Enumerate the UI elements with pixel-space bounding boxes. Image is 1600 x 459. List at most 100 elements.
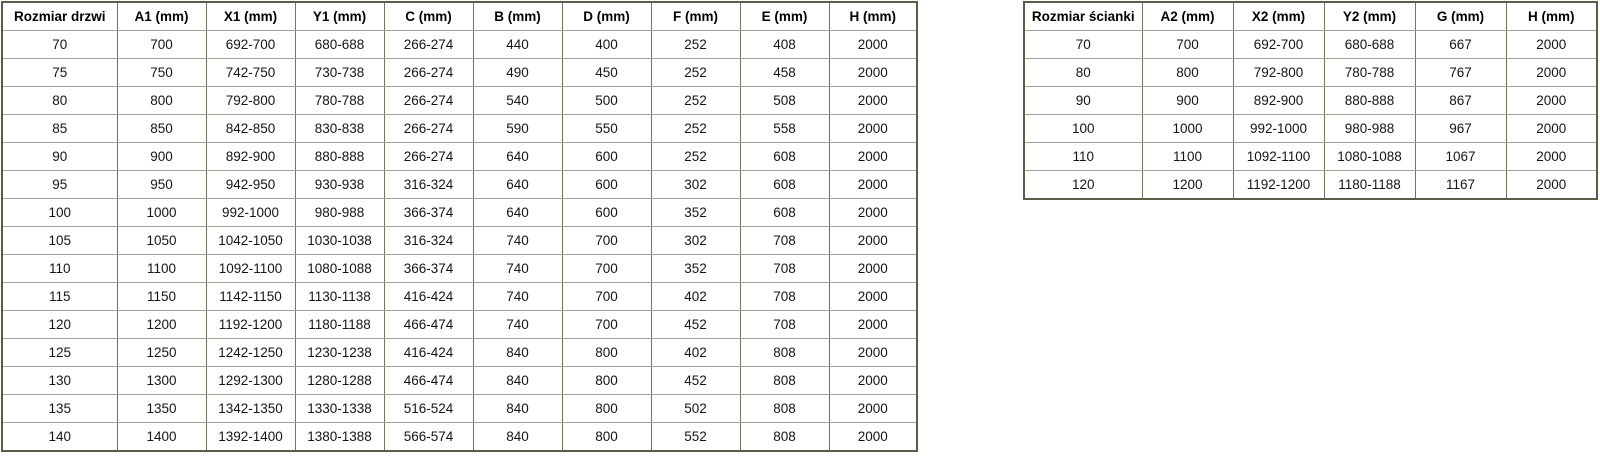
- table-cell: 402: [650, 282, 741, 311]
- table-cell: 640: [472, 142, 563, 171]
- table-cell: 1080-1088: [1323, 142, 1416, 171]
- table-cell: 1100: [1141, 142, 1234, 171]
- door-sizes-table: Rozmiar drzwi A1 (mm) X1 (mm) Y1 (mm) C (mm)…: [1, 1, 918, 452]
- table-cell: 352: [650, 254, 741, 283]
- table-row: 100 1000 992-1000 980-988 366-374 640 600 352 60…: [1, 198, 918, 227]
- table-cell: 502: [650, 394, 741, 423]
- table-cell: 252: [650, 86, 741, 115]
- table-cell: 608: [739, 142, 830, 171]
- table-cell: 740: [472, 282, 563, 311]
- table-cell: 266-274: [383, 142, 474, 171]
- table-cell: 608: [739, 170, 830, 199]
- table-cell: 1192-1200: [1232, 170, 1325, 200]
- table-cell: 2000: [1505, 86, 1598, 115]
- table-cell: 590: [472, 114, 563, 143]
- table-cell: 302: [650, 170, 741, 199]
- table-row: 95 950 942-950 930-938 316-324 640 600 302 608 20…: [1, 170, 918, 199]
- table-cell: 708: [739, 226, 830, 255]
- table-cell: 2000: [1505, 114, 1598, 143]
- table-cell: 1130-1138: [294, 282, 385, 311]
- table-cell: 800: [561, 366, 652, 395]
- column-header: Y1 (mm): [294, 1, 385, 31]
- table-cell: 992-1000: [1232, 114, 1325, 143]
- table-cell: 680-688: [1323, 30, 1416, 59]
- table-cell: 708: [739, 254, 830, 283]
- table-cell: 2000: [828, 170, 918, 199]
- table-cell: 708: [739, 310, 830, 339]
- table-cell: 2000: [828, 366, 918, 395]
- column-header: X2 (mm): [1232, 1, 1325, 31]
- column-header: B (mm): [472, 1, 563, 31]
- table-cell: 2000: [1505, 58, 1598, 87]
- table-cell: 1292-1300: [205, 366, 296, 395]
- column-header: C (mm): [383, 1, 474, 31]
- table-row: 90 900 892-900 880-888 266-274 640 600 252 608 20…: [1, 142, 918, 171]
- table-cell: 1150: [116, 282, 207, 311]
- wall-sizes-table: Rozmiar ścianki A2 (mm) X2 (mm) Y2 (mm) G (m…: [1023, 1, 1598, 200]
- table-cell: 850: [116, 114, 207, 143]
- column-header: Rozmiar ścianki: [1023, 1, 1143, 31]
- table-cell: 750: [116, 58, 207, 87]
- table-cell: 2000: [828, 114, 918, 143]
- table-cell: 466-474: [383, 310, 474, 339]
- table-cell: 1092-1100: [205, 254, 296, 283]
- table-cell: 840: [472, 338, 563, 367]
- table-cell: 740: [472, 254, 563, 283]
- table-cell: 110: [1023, 142, 1143, 171]
- table-cell: 2000: [828, 282, 918, 311]
- table-cell: 266-274: [383, 58, 474, 87]
- header-row: Rozmiar drzwi A1 (mm) X1 (mm) Y1 (mm) C (mm)…: [1, 1, 918, 31]
- table-cell: 742-750: [205, 58, 296, 87]
- table-row: 110 1100 1092-1100 1080-1088 366-374 740 700 35…: [1, 254, 918, 283]
- table-row: 125 1250 1242-1250 1230-1238 416-424 840 800 40…: [1, 338, 918, 367]
- table-cell: 2000: [1505, 170, 1598, 200]
- table-cell: 880-888: [294, 142, 385, 171]
- table-cell: 400: [561, 30, 652, 59]
- table-row: 85 850 842-850 830-838 266-274 590 550 252 558 20…: [1, 114, 918, 143]
- table-cell: 130: [1, 366, 118, 395]
- table-cell: 930-938: [294, 170, 385, 199]
- table-cell: 366-374: [383, 254, 474, 283]
- table-cell: 680-688: [294, 30, 385, 59]
- table-cell: 266-274: [383, 86, 474, 115]
- table-cell: 508: [739, 86, 830, 115]
- column-header: E (mm): [739, 1, 830, 31]
- table-cell: 767: [1414, 58, 1507, 87]
- table-cell: 266-274: [383, 30, 474, 59]
- table-cell: 980-988: [1323, 114, 1416, 143]
- table-cell: 120: [1023, 170, 1143, 200]
- table-cell: 830-838: [294, 114, 385, 143]
- table-cell: 740: [472, 226, 563, 255]
- table-cell: 90: [1023, 86, 1143, 115]
- table-cell: 1200: [116, 310, 207, 339]
- table-cell: 792-800: [1232, 58, 1325, 87]
- table-cell: 640: [472, 170, 563, 199]
- table-cell: 950: [116, 170, 207, 199]
- table-cell: 1067: [1414, 142, 1507, 171]
- table-cell: 1242-1250: [205, 338, 296, 367]
- table-cell: 1230-1238: [294, 338, 385, 367]
- column-header: A2 (mm): [1141, 1, 1234, 31]
- column-header: G (mm): [1414, 1, 1507, 31]
- table-cell: 1100: [116, 254, 207, 283]
- table-cell: 808: [739, 394, 830, 423]
- table-cell: 70: [1, 30, 118, 59]
- table-cell: 2000: [828, 142, 918, 171]
- column-header: X1 (mm): [205, 1, 296, 31]
- table-cell: 700: [561, 310, 652, 339]
- table-cell: 1400: [116, 422, 207, 452]
- table-cell: 1350: [116, 394, 207, 423]
- table-cell: 942-950: [205, 170, 296, 199]
- table-cell: 516-524: [383, 394, 474, 423]
- table-row: 115 1150 1142-1150 1130-1138 416-424 740 700 40…: [1, 282, 918, 311]
- table-cell: 700: [561, 226, 652, 255]
- column-header: D (mm): [561, 1, 652, 31]
- table-cell: 1192-1200: [205, 310, 296, 339]
- table-cell: 808: [739, 422, 830, 452]
- column-header: F (mm): [650, 1, 741, 31]
- table-row: 75 750 742-750 730-738 266-274 490 450 252 458 20…: [1, 58, 918, 87]
- table-cell: 800: [561, 338, 652, 367]
- table-cell: 992-1000: [205, 198, 296, 227]
- table-cell: 552: [650, 422, 741, 452]
- table-cell: 700: [561, 254, 652, 283]
